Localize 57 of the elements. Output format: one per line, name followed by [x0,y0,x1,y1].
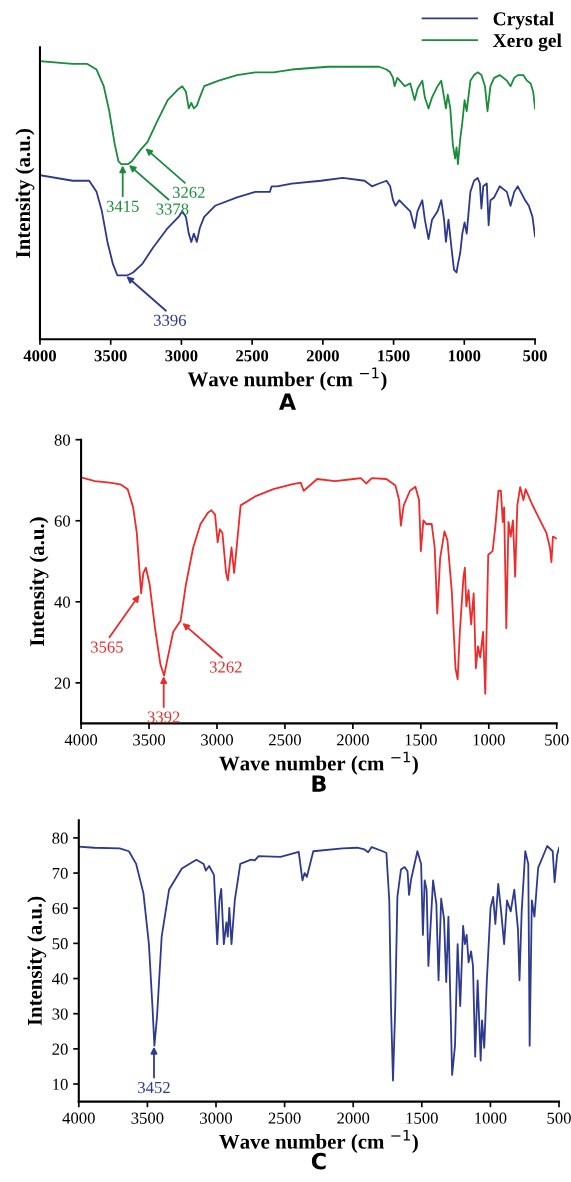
x-tick-label: 1500 [405,734,437,746]
y-tick-label: 70 [52,867,68,879]
x-tick-label: 3500 [133,734,166,746]
y-tick-label: 60 [54,515,71,527]
annotation: 3415 [106,200,139,212]
y-tick-label: 40 [54,596,71,608]
legend-label: Crystal [493,11,554,30]
y-axis-title: Intensity (a.u.) [29,517,49,646]
x-tick-label: 2500 [268,1112,301,1124]
x-tick-label: 2000 [337,1112,370,1124]
annotation: 3262 [172,186,205,198]
x-tick-label: 4000 [64,734,98,746]
x-axis-title: Wave number (cm $^{−1}$) [219,1129,418,1153]
x-tick-label: 1000 [473,734,505,746]
y-tick-label: 20 [52,1043,68,1055]
y-tick-label: 50 [52,938,68,950]
x-tick-label: 1500 [378,350,410,362]
x-axis-title: Wave number (cm $^{−1}$) [219,751,418,775]
annotation: 3396 [153,314,187,326]
annotation: 3378 [156,203,189,215]
annotation: 3565 [90,641,123,653]
legend-label: Xero gel [492,33,562,52]
x-tick-label: 1000 [475,1112,507,1124]
x-tick-label: 2000 [306,350,339,362]
y-axis-title: Intensity (a.u.) [27,896,47,1026]
x-tick-label: 2000 [336,734,369,746]
x-tick-label: 500 [523,350,547,362]
line-series [81,476,557,695]
y-tick-label: 10 [53,1078,68,1090]
y-tick-label: 40 [52,973,68,985]
x-tick-label: 3500 [131,1112,164,1124]
annotation: 3452 [138,1082,170,1094]
annotation: 3262 [209,661,242,673]
x-tick-label: 3500 [94,350,127,362]
annotation: 3392 [147,711,180,723]
x-tick-label: 3000 [165,350,198,362]
x-tick-label: 3000 [200,1112,233,1124]
y-tick-label: 20 [54,677,71,689]
y-axis-title: Intensity (a.u.) [15,129,35,258]
x-tick-label: 500 [547,1112,571,1124]
x-tick-label: 4000 [62,1112,95,1124]
x-tick-label: 1500 [406,1112,438,1124]
x-tick-label: 3000 [201,734,234,746]
y-tick-label: 80 [52,832,68,844]
x-tick-label: 4000 [23,350,56,362]
line-series [78,845,560,1082]
text: C [311,1152,326,1170]
x-tick-label: 500 [545,734,569,746]
y-tick-label: 30 [52,1008,68,1020]
x-tick-label: 1000 [448,350,481,362]
x-tick-label: 2500 [236,350,269,362]
text: B [312,775,326,792]
text: A [279,393,296,410]
y-tick-label: 80 [54,434,71,446]
x-axis-title: Wave number (cm $^{−1}$) [187,367,387,391]
y-tick-label: 60 [52,902,68,915]
x-tick-label: 2500 [268,734,301,746]
